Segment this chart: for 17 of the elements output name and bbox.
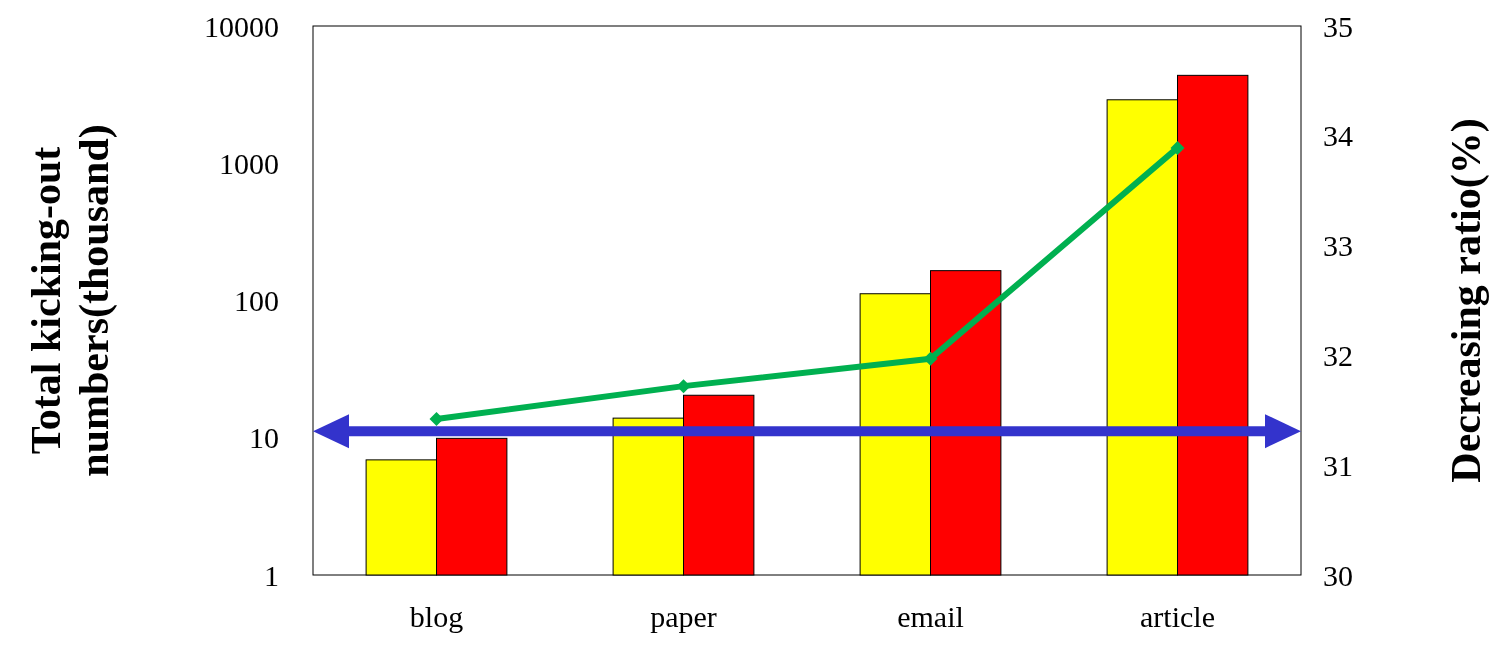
y2-tick-label: 31 [1323,448,1353,482]
y-tick-label: 10000 [204,9,279,43]
x-tick-label: article [1140,600,1215,633]
y-tick-label: 1 [264,558,279,592]
x-tick-label: paper [650,600,717,633]
y2-tick-label: 30 [1323,558,1353,592]
y2-axis-title: Decreasing ratio(%) [1443,118,1490,483]
y2-tick-label: 34 [1323,119,1353,153]
y2-tick-label: 33 [1323,229,1353,263]
y2-tick-label: 32 [1323,338,1353,372]
y-tick-label: 100 [234,284,279,317]
x-tick-label: email [897,600,964,633]
y-tick-label: 10 [249,421,279,455]
y-tick-label: 1000 [219,146,279,180]
x-tick-label: blog [409,600,464,633]
y-axis-title: Total kicking-out numbers(thousand) [23,124,118,477]
y2-tick-label: 35 [1323,9,1353,43]
